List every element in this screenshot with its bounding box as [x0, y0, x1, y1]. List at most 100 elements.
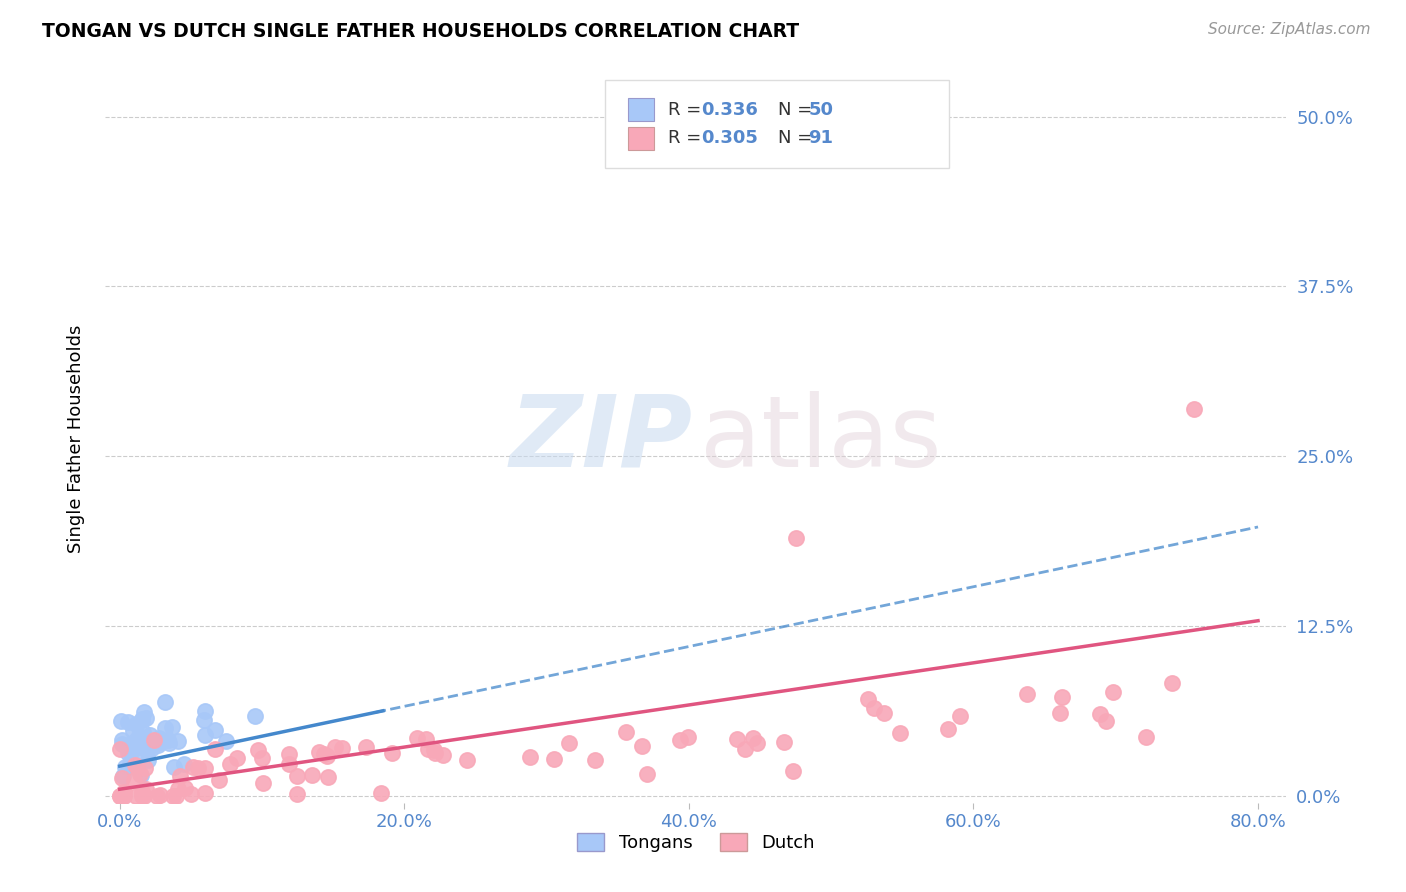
Point — [124, 747, 146, 762]
Text: 0.336: 0.336 — [702, 101, 758, 119]
Point — [157, 736, 180, 750]
Point — [111, 732, 134, 747]
Point — [162, 789, 184, 803]
Point — [215, 733, 238, 747]
Point — [131, 712, 153, 726]
Point — [314, 747, 336, 761]
Point — [187, 761, 209, 775]
Point — [194, 761, 217, 775]
Point — [543, 752, 565, 766]
Point — [114, 759, 136, 773]
Point — [125, 716, 148, 731]
Point — [1160, 676, 1182, 690]
Point — [110, 714, 132, 728]
Point — [110, 771, 132, 785]
Text: atlas: atlas — [700, 391, 941, 488]
Point — [405, 731, 427, 745]
Point — [782, 764, 804, 779]
Point — [136, 744, 159, 758]
Point — [938, 723, 960, 737]
Point — [315, 749, 337, 764]
Point — [180, 788, 202, 802]
Point — [167, 781, 190, 796]
Text: R =: R = — [668, 101, 707, 119]
Point — [741, 731, 763, 746]
Point — [1094, 714, 1116, 728]
Point — [425, 747, 447, 761]
Point — [125, 741, 148, 756]
Point — [111, 769, 134, 783]
Point — [250, 750, 273, 764]
Point — [136, 753, 159, 767]
Point — [415, 731, 437, 746]
Point — [108, 742, 131, 756]
Point — [135, 782, 157, 797]
Point — [120, 754, 142, 768]
Point — [278, 747, 301, 761]
Text: R =: R = — [668, 129, 707, 147]
Legend: Tongans, Dutch: Tongans, Dutch — [569, 825, 823, 859]
Point — [785, 531, 807, 545]
Point — [194, 728, 217, 742]
Point — [204, 742, 226, 756]
Point — [631, 739, 654, 753]
Point — [128, 767, 150, 781]
Point — [111, 789, 134, 803]
Point — [112, 789, 135, 803]
Point — [132, 789, 155, 803]
Point — [278, 756, 301, 771]
Point — [122, 724, 145, 739]
Point — [146, 789, 169, 803]
Point — [1135, 730, 1157, 744]
Point — [773, 735, 796, 749]
Point — [1102, 685, 1125, 699]
Point — [125, 761, 148, 775]
Point — [316, 770, 339, 784]
Point — [160, 720, 183, 734]
Point — [149, 788, 172, 802]
Point — [583, 753, 606, 767]
Point — [204, 723, 226, 737]
Point — [131, 789, 153, 803]
Point — [725, 732, 748, 747]
Point — [747, 736, 769, 750]
Point — [219, 756, 242, 771]
Point — [117, 715, 139, 730]
Point — [146, 739, 169, 753]
Point — [285, 787, 308, 801]
Point — [169, 769, 191, 783]
Point — [194, 704, 217, 718]
Point — [432, 747, 454, 762]
Point — [141, 740, 163, 755]
Text: 50: 50 — [808, 101, 834, 119]
Point — [122, 772, 145, 787]
Point — [129, 768, 152, 782]
Text: 91: 91 — [808, 129, 834, 147]
Point — [1049, 706, 1071, 720]
Point — [162, 759, 184, 773]
Point — [676, 730, 699, 744]
Point — [614, 724, 637, 739]
Point — [134, 732, 156, 747]
Text: ZIP: ZIP — [509, 391, 692, 488]
Point — [301, 768, 323, 782]
Point — [153, 721, 176, 735]
Point — [193, 713, 215, 727]
Y-axis label: Single Father Households: Single Father Households — [66, 325, 84, 554]
Point — [381, 747, 404, 761]
Point — [308, 746, 330, 760]
Point — [1017, 688, 1039, 702]
Point — [115, 740, 138, 755]
Point — [108, 789, 131, 803]
Point — [165, 789, 187, 803]
Point — [110, 789, 132, 803]
Text: 0.305: 0.305 — [702, 129, 758, 147]
Point — [131, 713, 153, 727]
Point — [134, 705, 156, 719]
Point — [354, 739, 377, 754]
Point — [636, 767, 658, 781]
Point — [112, 785, 135, 799]
Point — [226, 750, 249, 764]
Point — [121, 740, 143, 755]
Point — [370, 786, 392, 800]
